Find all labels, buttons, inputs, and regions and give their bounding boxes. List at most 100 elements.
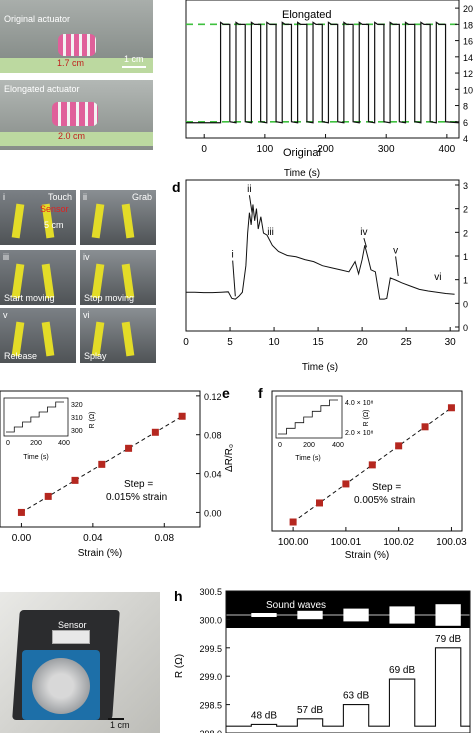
gripper-finger [41, 321, 55, 357]
ruler [0, 58, 153, 73]
trace-d [186, 204, 455, 300]
y-tick-label: 2 [463, 228, 468, 238]
sound-burst [435, 604, 461, 626]
db-label: 48 dB [251, 710, 277, 721]
gripper-photo-ii: ii Grab [80, 190, 156, 245]
annotation-arrow [248, 195, 253, 213]
inset-x-tick-label: 400 [332, 442, 344, 449]
gripper-finger [91, 203, 105, 239]
y-tick-label: 14 [463, 53, 473, 63]
x-tick-label: 25 [401, 337, 413, 348]
db-label: 57 dB [297, 705, 323, 716]
inset-y-tick-label: 310 [71, 415, 83, 422]
x-tick-label: 300 [378, 144, 395, 155]
data-point [289, 518, 297, 526]
annotation-elongated: Elongated [282, 9, 332, 21]
x-tick-label: 0 [201, 144, 207, 155]
annotation-iv: iv [360, 227, 367, 238]
chart-e: e 0.00 0.04 0.08 0.00 0.04 0.08 0.12 ΔR/R₀ St… [0, 386, 235, 559]
x-tick-label: 0.00 [12, 533, 32, 544]
scale-label-g: 1 cm [110, 720, 130, 730]
actuator-image [58, 34, 96, 56]
y-tick-label: 0.04 [204, 470, 222, 480]
step-line-1: Step = [124, 479, 153, 490]
gripper-finger [121, 321, 135, 357]
y-tick-label: 0 [463, 323, 468, 333]
x-tick-label: 20 [357, 337, 369, 348]
y-tick-label: 299.0 [199, 672, 222, 682]
sound-burst [297, 610, 323, 620]
x-tick-label: 100 [257, 144, 274, 155]
annotation-arrow [232, 260, 236, 297]
plot-frame [185, 179, 460, 332]
y-tick-label: 298.5 [199, 701, 222, 711]
data-point [151, 428, 159, 436]
y-tick-label: 299.5 [199, 644, 222, 654]
data-point [368, 461, 376, 469]
inset-x-tick-label: 0 [278, 442, 282, 449]
x-tick-label: 0.04 [83, 533, 103, 544]
annotation-arrow [363, 237, 368, 248]
annotation-iii: iii [267, 227, 274, 238]
step-line-2: 0.015% strain [106, 492, 167, 503]
db-label: 79 dB [435, 634, 461, 645]
trace-b [186, 21, 460, 124]
x-tick-label: 100.03 [436, 537, 467, 548]
data-point [395, 442, 403, 450]
original-actuator-label: Original actuator [4, 14, 71, 24]
sensor-label-g: Sensor [58, 620, 87, 630]
scalebar-label: 1 cm [124, 54, 144, 64]
gripper-finger [121, 203, 135, 239]
step-line-1: Step = [372, 482, 401, 493]
x-tick-label: 400 [439, 144, 456, 155]
y-tick-label: 300.0 [199, 615, 222, 625]
x-axis-label: Strain (%) [345, 550, 389, 561]
x-tick-label: 100.00 [278, 537, 309, 548]
elongated-length-label: 2.0 cm [58, 131, 86, 141]
gripper-finger [11, 203, 25, 239]
x-tick-label: 100.02 [383, 537, 414, 548]
plot-frame [0, 390, 201, 528]
y-ticks: 0.00 0.04 0.08 0.12 [196, 392, 222, 518]
y-axis-label: R (Ω) [174, 654, 185, 678]
inset-x-tick-label: 200 [30, 440, 42, 447]
original-length-label: 1.7 cm [57, 58, 85, 68]
chart-b: Elongated Original 0 100 200 300 400 4 6 8 10 12… [185, 0, 473, 179]
inset-ylabel: R (Ω) [89, 412, 96, 429]
step-line-2: 0.005% strain [354, 495, 415, 506]
gripper-photo-v: v Release [0, 308, 76, 363]
y-tick-label: 20 [463, 4, 473, 14]
y-ticks: 0 0 1 1 2 2 3 [455, 181, 468, 333]
speaker-photo: Sensor 1 cm [0, 592, 160, 733]
speaker-cone [32, 658, 90, 714]
scale-label-c: 5 cm [44, 220, 64, 230]
chart-f: f 100.00 100.01 100.02 100.03 Strain (%) St… [258, 386, 467, 561]
data-point [316, 499, 323, 507]
photo-caption: Grab [131, 192, 152, 202]
inset-xlabel: Time (s) [295, 455, 320, 462]
sound-burst [343, 608, 369, 622]
db-labels: 48 dB 57 dB 63 dB 69 dB 79 dB [251, 634, 462, 722]
panel-letter-h: h [174, 588, 183, 604]
gripper-photo-iv: iv Stop moving [80, 250, 156, 305]
sound-burst [251, 613, 277, 617]
data-points [17, 412, 186, 516]
y-tick-label: 16 [463, 37, 473, 47]
x-ticks: 100.00 100.01 100.02 100.03 [278, 527, 467, 548]
photo-caption: Stop moving [84, 293, 135, 303]
photo-roman-label: iii [3, 252, 9, 262]
inset-x-tick-label: 400 [58, 440, 70, 447]
y-tick-label: 300.5 [199, 588, 222, 597]
gripper-photo-vi: vi Splay [80, 308, 156, 363]
plot-frame [225, 590, 471, 733]
inset-y-tick-label: 2.0 × 10⁸ [345, 430, 373, 437]
y-ticks: 298.0 298.5 299.0 299.5 300.0 300.5 [199, 588, 230, 733]
photo-roman-label: i [3, 192, 5, 202]
x-ticks: 0.00 0.04 0.08 [12, 523, 174, 544]
data-points [289, 404, 455, 526]
x-tick-label: 15 [313, 337, 325, 348]
annotation-i: i [232, 250, 234, 261]
